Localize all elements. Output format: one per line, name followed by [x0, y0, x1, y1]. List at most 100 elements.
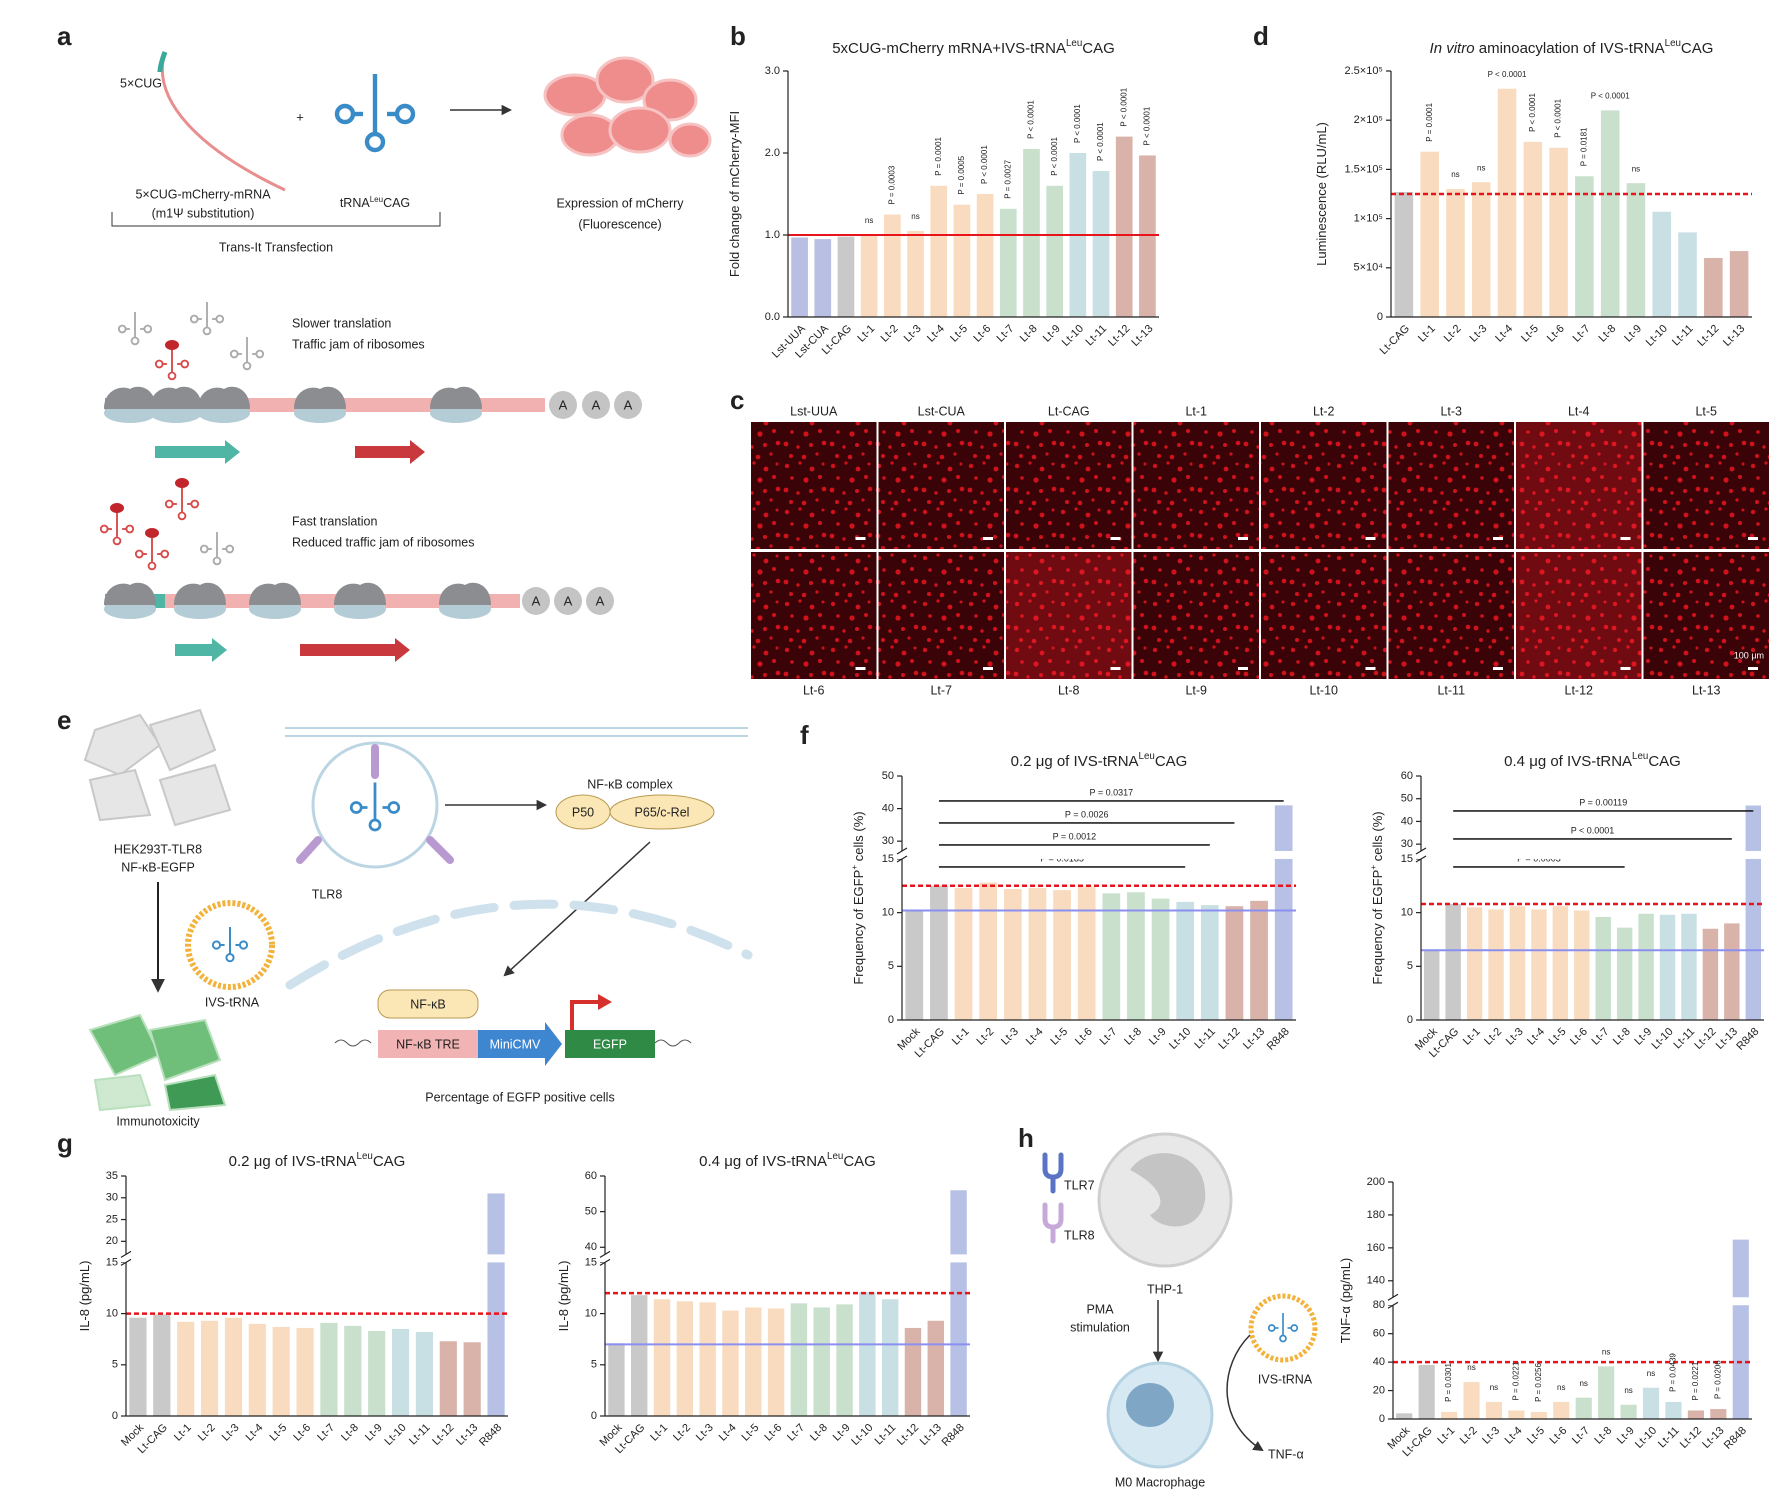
micrograph	[751, 552, 877, 679]
y-tick-label: 2.0	[765, 147, 780, 159]
bar	[177, 1321, 195, 1416]
ribosome	[294, 386, 346, 423]
y-tick-label: 0	[888, 1014, 894, 1026]
trna	[189, 301, 225, 336]
x-tick-label: Lt-10	[1060, 323, 1086, 349]
shape	[668, 122, 712, 158]
x-tick-label: Lt-11	[1670, 323, 1696, 349]
x-tick-label: Lt-8	[1122, 1026, 1144, 1048]
y-tick-label: 0	[112, 1410, 118, 1422]
y-tick-label: 180	[1367, 1209, 1385, 1221]
break-mark	[1415, 847, 1427, 855]
shape	[296, 836, 322, 864]
bar	[979, 882, 998, 1020]
micrograph	[1643, 422, 1769, 549]
label: TLR8	[312, 887, 343, 901]
significance-label: ns	[1557, 1383, 1565, 1392]
significance-label: P = 0.0221	[1691, 1361, 1700, 1400]
y-tick-label: 40	[1373, 1356, 1385, 1368]
break-mark	[120, 1250, 132, 1258]
x-tick-label: Lt-4	[1493, 323, 1515, 345]
y-tick-label: 25	[106, 1213, 118, 1225]
significance-label: P < 0.0001	[980, 145, 989, 184]
panel-label: h	[1018, 1123, 1034, 1153]
image-label: Lst-UUA	[790, 404, 838, 418]
bar	[1523, 141, 1543, 317]
micrograph	[878, 422, 1004, 549]
bar	[1046, 185, 1064, 317]
tlr7-icon	[1042, 1152, 1064, 1194]
bar	[1508, 1410, 1525, 1419]
significance-label: P = 0.0301	[1444, 1363, 1453, 1402]
bar	[1574, 910, 1590, 1020]
x-tick-label: Lt-4	[925, 323, 947, 345]
x-tick-label: Lt-2	[879, 323, 901, 345]
x-tick-label: Lt-CAG	[1378, 323, 1412, 357]
bar	[487, 1193, 505, 1416]
bar	[1463, 1382, 1480, 1419]
y-tick-label: 5	[1407, 960, 1413, 972]
significance-label: P = 0.0221	[1512, 1361, 1521, 1400]
x-tick-label: Lt-10	[1649, 1026, 1675, 1052]
text-part: Leu	[370, 195, 383, 204]
significance-label: P = 0.0206	[1713, 1360, 1722, 1399]
significance-label: P < 0.0001	[1119, 87, 1128, 126]
text-part: Leu	[1665, 38, 1681, 49]
chart-title: 0.2 μg of IVS-tRNALeuCAG	[1011, 751, 1188, 770]
text-part: IL-8 (pg/mL)	[556, 1261, 571, 1332]
bar	[954, 887, 973, 1020]
shape	[582, 391, 610, 419]
bar	[699, 1302, 716, 1416]
break-mark	[1415, 855, 1427, 863]
significance-label: P < 0.0001	[1073, 104, 1082, 143]
text-part: IL-8 (pg/mL)	[77, 1261, 92, 1332]
bar	[1552, 906, 1569, 1020]
x-tick-label: Lt-6	[762, 1422, 784, 1444]
y-tick-label: 3.0	[765, 65, 780, 77]
bar	[1102, 893, 1121, 1020]
x-tick-label: Lt-7	[315, 1422, 337, 1444]
bar	[1497, 88, 1517, 317]
bar	[1028, 887, 1047, 1020]
scale-bar	[1365, 537, 1376, 540]
bar	[1053, 890, 1071, 1020]
y-tick-label: 15	[106, 1256, 118, 1268]
bar	[224, 1317, 243, 1416]
image-label: Lt-11	[1437, 683, 1465, 697]
label: Trans-It Transfection	[219, 240, 333, 254]
bar	[1724, 923, 1740, 1020]
micrograph	[1261, 552, 1387, 679]
significance-label: ns	[1490, 1383, 1498, 1392]
bar	[950, 1190, 967, 1416]
x-tick-label: Lt-2	[196, 1422, 218, 1444]
x-tick-label: Lt-12	[1106, 323, 1132, 349]
bar	[814, 239, 832, 317]
x-tick-label: Lt-10	[1167, 1026, 1193, 1052]
y-tick-label: 160	[1367, 1242, 1385, 1254]
bar	[391, 1328, 410, 1416]
bar	[1466, 907, 1483, 1020]
x-tick-label: Lt-3	[1504, 1026, 1526, 1048]
bar	[1446, 189, 1465, 317]
promoter-arrow	[598, 994, 612, 1010]
y-tick-label: 35	[106, 1170, 118, 1182]
x-tick-label: R848	[1734, 1026, 1761, 1053]
x-tick-label: Lt-3	[220, 1422, 242, 1444]
text-part: Leu	[1066, 38, 1082, 49]
ribosome	[334, 582, 386, 619]
scale-bar	[1493, 537, 1503, 540]
image-label: Lt-CAG	[1048, 404, 1090, 418]
significance-label: P = 0.0005	[957, 155, 966, 194]
x-tick-label: Lt-12	[1695, 323, 1721, 349]
y-tick-label: 0	[1377, 311, 1383, 323]
label: THP-1	[1147, 1282, 1183, 1296]
x-tick-label: Lt-1	[648, 1422, 670, 1444]
panel-label: a	[57, 21, 72, 51]
bar	[722, 1310, 739, 1416]
x-tick-label: Lt-5	[1525, 1425, 1547, 1447]
bar	[976, 194, 994, 317]
x-tick-label: Lt-1	[1461, 1026, 1483, 1048]
y-tick-label: 30	[882, 835, 894, 847]
